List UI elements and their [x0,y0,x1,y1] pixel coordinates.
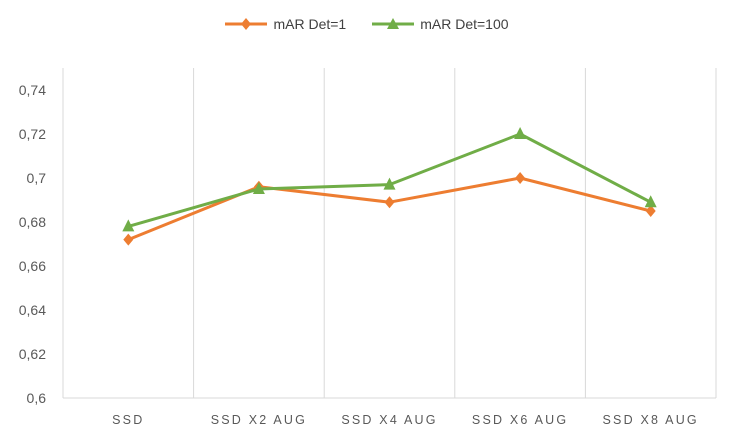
y-tick-label: 0,64 [19,302,46,318]
legend-label-det1: mAR Det=1 [273,16,347,32]
y-tick-label: 0,7 [27,170,47,186]
y-tick-label: 0,74 [19,82,46,98]
legend-swatch-det100 [372,17,415,31]
legend-swatch-det1 [225,17,268,31]
data-point-diamond [515,172,526,184]
y-tick-label: 0,68 [19,214,46,230]
chart-legend: mAR Det=1 mAR Det=100 [0,16,734,32]
data-point-triangle [514,127,527,139]
data-point-diamond [645,205,656,217]
legend-label-det100: mAR Det=100 [420,16,509,32]
x-tick-label: SSD X6 AUG [472,413,568,427]
x-tick-label: SSD X8 AUG [603,413,699,427]
x-tick-label: SSD X4 AUG [341,413,437,427]
x-tick-label: SSD [112,413,144,427]
legend-item-det100[interactable]: mAR Det=100 [372,16,509,32]
y-tick-label: 0,72 [19,126,46,142]
y-tick-label: 0,62 [19,346,46,362]
data-point-diamond [384,196,395,209]
y-tick-label: 0,6 [27,390,47,406]
data-point-triangle [383,177,396,190]
data-point-triangle [644,195,657,208]
data-point-diamond [123,233,134,246]
data-point-triangle [122,219,135,232]
data-point-triangle [252,182,265,194]
x-tick-label: SSD X2 AUG [211,413,307,427]
y-tick-label: 0,66 [19,258,46,274]
legend-item-det1[interactable]: mAR Det=1 [225,16,346,32]
